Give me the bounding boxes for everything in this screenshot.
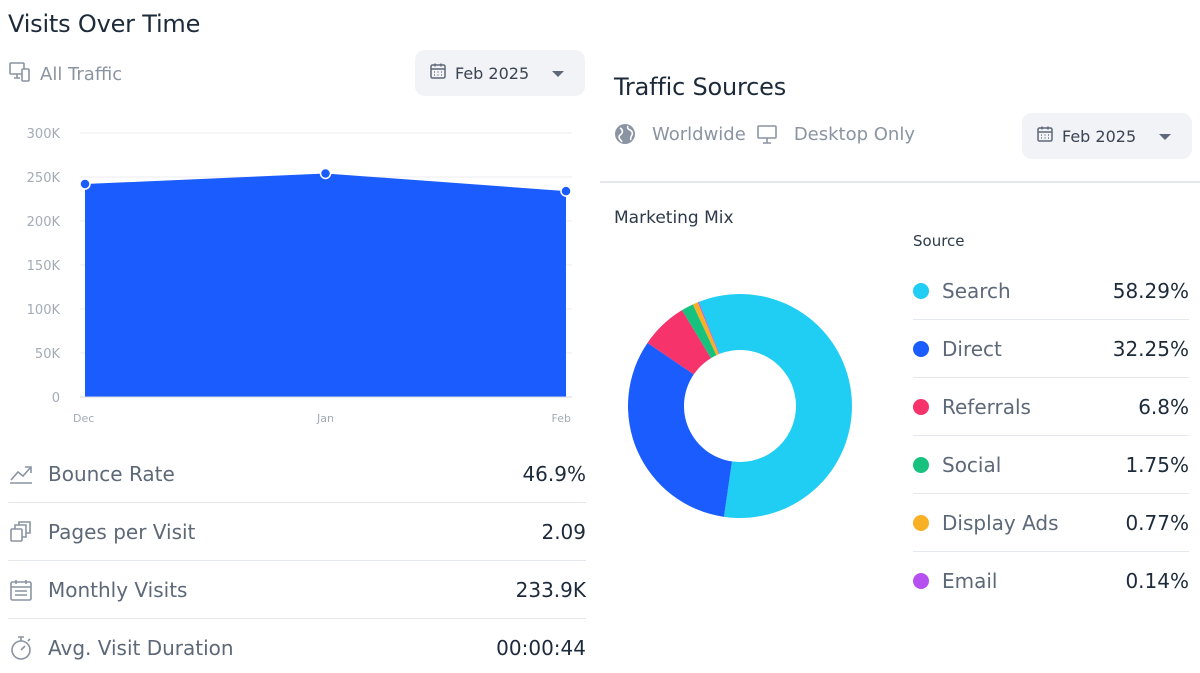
calendar-icon [8, 578, 36, 602]
donut-slice-email[interactable] [697, 301, 720, 355]
marketing-mix-donut-svg [628, 294, 852, 518]
metric-label: Bounce Rate [48, 461, 175, 486]
legend-label: Referrals [942, 394, 1031, 419]
y-tick-label: 0 [52, 391, 60, 406]
sources-date-dropdown[interactable]: Feb 2025 [1022, 113, 1192, 159]
region-filter[interactable]: Worldwide [614, 123, 746, 145]
marketing-mix-title: Marketing Mix [614, 208, 734, 228]
legend-row-direct[interactable]: Direct 32.25% [913, 320, 1189, 378]
legend-value: 6.8% [1138, 394, 1189, 419]
visits-area-chart-svg: 0 50K 100K 150K 200K 250K 300K Dec Jan Feb [27, 127, 572, 425]
chevron-down-icon [551, 64, 565, 83]
devices-icon [8, 60, 40, 89]
y-tick-label: 150K [27, 259, 61, 274]
chevron-down-icon [1158, 127, 1172, 146]
y-tick-label: 300K [27, 127, 61, 142]
traffic-filter-label: All Traffic [40, 64, 123, 85]
stopwatch-icon [8, 635, 36, 661]
metric-pages-per-visit: Pages per Visit 2.09 [8, 503, 586, 561]
desktop-icon [756, 123, 786, 145]
marketing-mix-donut [620, 288, 860, 528]
metric-value: 233.9K [515, 577, 586, 602]
metric-bounce-rate: Bounce Rate 46.9% [8, 445, 586, 503]
legend-row-social[interactable]: Social 1.75% [913, 436, 1189, 494]
pages-icon [8, 520, 36, 544]
donut-slice-display-ads[interactable] [692, 302, 719, 356]
source-legend: Source Search 58.29% Direct 32.25% Referrals… [913, 232, 1189, 610]
legend-value: 32.25% [1112, 336, 1189, 361]
calendar-icon [429, 62, 447, 84]
legend-dot [913, 573, 929, 589]
metric-monthly-visits: Monthly Visits 233.9K [8, 561, 586, 619]
legend-value: 0.77% [1125, 510, 1189, 535]
legend-dot [913, 340, 929, 357]
sources-title: Traffic Sources [614, 73, 787, 101]
y-tick-label: 100K [27, 303, 61, 318]
device-filter[interactable]: Desktop Only [756, 123, 915, 145]
legend-dot [913, 398, 929, 415]
visits-date-label: Feb 2025 [455, 63, 530, 83]
legend-dot [913, 514, 929, 531]
metric-label: Avg. Visit Duration [48, 636, 234, 660]
legend-label: Email [942, 569, 998, 593]
data-point[interactable] [560, 185, 572, 197]
donut-slice-direct[interactable] [628, 342, 732, 517]
legend-header: Source [913, 232, 965, 250]
visits-date-dropdown[interactable]: Feb 2025 [415, 50, 585, 96]
y-tick-label: 50K [35, 347, 61, 362]
globe-icon [614, 123, 644, 145]
calendar-icon [1036, 125, 1054, 147]
legend-label: Social [942, 452, 1002, 477]
legend-label: Search [942, 278, 1011, 303]
metrics-list: Bounce Rate 46.9% Pages per Visit 2.09 M… [8, 445, 586, 673]
x-tick-label: Dec [73, 412, 94, 425]
metric-value: 46.9% [522, 461, 586, 486]
legend-rows: Search 58.29% Direct 32.25% Referrals 6.8% Soc… [913, 262, 1189, 610]
visits-area [85, 173, 566, 397]
legend-row-referrals[interactable]: Referrals 6.8% [913, 378, 1189, 436]
data-point[interactable] [79, 178, 91, 190]
trend-icon [8, 462, 36, 486]
section-divider [600, 181, 1200, 183]
sources-panel: Traffic Sources Worldwide Desktop Only [600, 0, 1200, 673]
metric-value: 00:00:44 [496, 636, 586, 660]
traffic-filter[interactable]: All Traffic [8, 60, 122, 89]
sources-filters: Worldwide Desktop Only [614, 123, 925, 145]
legend-row-display-ads[interactable]: Display Ads 0.77% [913, 494, 1189, 552]
visits-title: Visits Over Time [8, 10, 201, 38]
region-label: Worldwide [652, 123, 746, 145]
metric-value: 2.09 [541, 519, 586, 544]
legend-value: 0.14% [1125, 569, 1189, 593]
x-tick-label: Feb [552, 412, 571, 425]
legend-label: Display Ads [942, 510, 1059, 535]
device-label: Desktop Only [793, 123, 915, 145]
sources-date-label: Feb 2025 [1062, 126, 1137, 146]
metric-avg-visit-duration: Avg. Visit Duration 00:00:44 [8, 619, 586, 673]
donut-slice-social[interactable] [682, 304, 717, 359]
x-tick-label: Jan [316, 412, 334, 425]
legend-dot [913, 282, 929, 299]
y-tick-label: 200K [27, 215, 61, 230]
metric-label: Pages per Visit [48, 519, 196, 544]
donut-slice-search[interactable] [698, 294, 852, 518]
legend-label: Direct [942, 336, 1002, 361]
visits-area-chart: 0 50K 100K 150K 200K 250K 300K Dec Jan Feb [0, 115, 600, 435]
legend-row-search[interactable]: Search 58.29% [913, 262, 1189, 320]
metric-label: Monthly Visits [48, 577, 188, 602]
legend-dot [913, 456, 929, 473]
legend-value: 58.29% [1112, 278, 1189, 303]
y-tick-label: 250K [27, 171, 61, 186]
data-point[interactable] [319, 167, 332, 180]
visits-panel: Visits Over Time All Traffic Feb 2025 0 5… [0, 10, 600, 673]
legend-value: 1.75% [1125, 452, 1189, 477]
legend-row-email[interactable]: Email 0.14% [913, 552, 1189, 610]
donut-slice-referrals[interactable] [647, 310, 712, 375]
